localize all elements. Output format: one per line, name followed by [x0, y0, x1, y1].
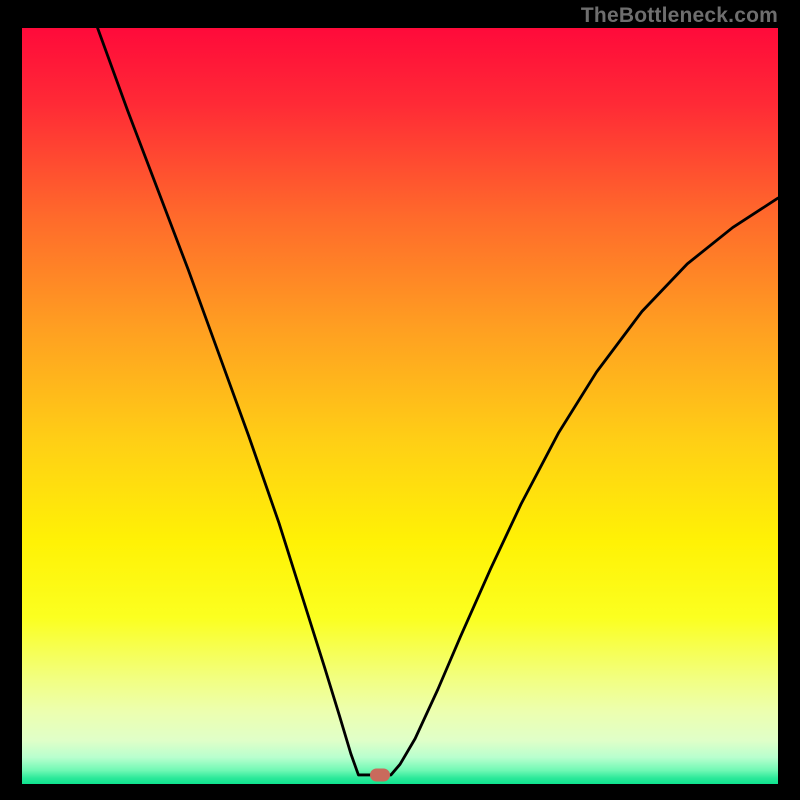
- curve-path: [98, 28, 778, 775]
- chart-frame: TheBottleneck.com: [0, 0, 800, 800]
- plot-area: [22, 28, 778, 784]
- minimum-marker: [370, 768, 390, 781]
- bottleneck-curve: [22, 28, 778, 784]
- watermark-text: TheBottleneck.com: [581, 4, 778, 28]
